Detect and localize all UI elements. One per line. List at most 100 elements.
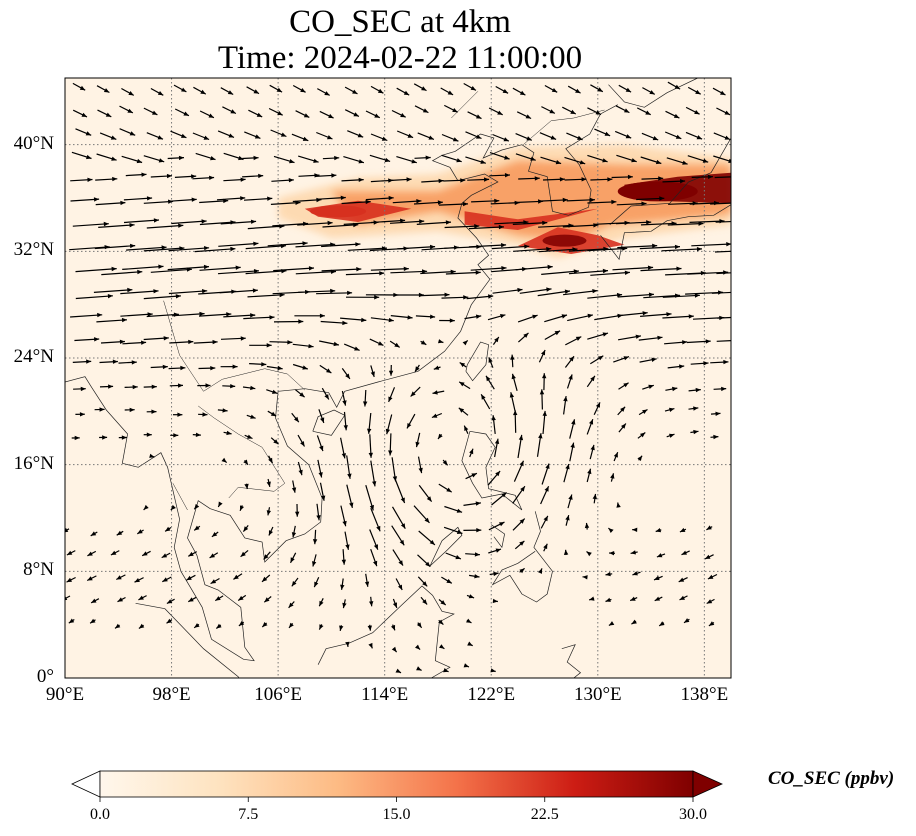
- coastline: [561, 644, 582, 678]
- wind-vector-head: [542, 373, 547, 379]
- wind-vector: [563, 290, 598, 296]
- wind-vector-head: [708, 621, 715, 626]
- wind-vector-head: [388, 370, 394, 376]
- wind-vector-head: [358, 159, 364, 164]
- wind-vector-head: [542, 220, 548, 226]
- wind-vector: [171, 220, 207, 225]
- wind-vector-head: [655, 528, 662, 533]
- wind-vector-head: [438, 619, 444, 625]
- wind-vector-head: [119, 339, 125, 344]
- wind-vector-head: [298, 319, 304, 324]
- wind-vector-head: [519, 540, 525, 546]
- wind-vector-head: [210, 366, 216, 371]
- wind-vector-head: [138, 595, 144, 600]
- wind-vector-head: [250, 414, 256, 419]
- wind-vector-head: [300, 88, 306, 93]
- wind-vector-head: [575, 88, 581, 94]
- wind-vector-head: [676, 266, 682, 271]
- wind-vector: [120, 313, 153, 317]
- wind-vector-head: [587, 313, 593, 319]
- wind-vector-head: [642, 409, 648, 414]
- wind-vector: [172, 313, 205, 317]
- wind-vector-head: [107, 294, 113, 299]
- wind-vector-head: [137, 529, 143, 534]
- wind-vector-head: [342, 320, 348, 326]
- wind-vector-head: [694, 293, 700, 298]
- wind-vector-head: [165, 526, 171, 532]
- colorbar-tick-label: 15.0: [382, 806, 411, 823]
- wind-vector-head: [425, 561, 431, 567]
- wind-vector-head: [630, 596, 636, 601]
- wind-vector-head: [602, 268, 608, 274]
- wind-vector: [492, 288, 523, 294]
- wind-vector-head: [605, 571, 611, 577]
- wind-vector-head: [149, 453, 155, 458]
- wind-vector-head: [313, 158, 319, 163]
- wind-vector: [687, 271, 729, 275]
- wind-vector: [93, 289, 133, 293]
- wind-vector-head: [495, 548, 501, 553]
- wind-vector-head: [623, 356, 629, 361]
- wind-vector-head: [400, 523, 406, 529]
- wind-vector-head: [319, 445, 324, 452]
- wind-vector-head: [252, 288, 258, 293]
- wind-vector-head: [288, 602, 294, 608]
- wind-vector: [562, 224, 599, 228]
- wind-vector-head: [609, 551, 615, 556]
- lat-tick-label: 40°N: [13, 132, 54, 154]
- wind-vector-head: [703, 361, 709, 366]
- wind-vector-head: [616, 292, 623, 298]
- wind-vector-head: [456, 529, 463, 534]
- wind-vector-head: [289, 159, 295, 164]
- wind-vector-head: [555, 160, 562, 165]
- wind-vector: [194, 248, 236, 253]
- wind-vector-head: [562, 197, 568, 203]
- wind-vector-head: [65, 528, 69, 533]
- wind-vector-head: [199, 311, 205, 317]
- wind-vector-head: [693, 429, 699, 435]
- lat-tick-label: 8°N: [23, 559, 54, 581]
- coastline: [600, 204, 731, 261]
- lon-tick-label: 114°E: [361, 684, 409, 705]
- wind-vector-head: [110, 135, 117, 140]
- wind-vector-head: [308, 266, 314, 271]
- wind-vector-head: [79, 412, 85, 417]
- wind-vector-head: [398, 584, 403, 590]
- wind-vector-head: [694, 110, 700, 115]
- wind-vector: [247, 225, 285, 230]
- wind-vector-head: [316, 515, 321, 521]
- wind-vector: [513, 248, 552, 252]
- wind-vector-head: [559, 177, 565, 182]
- wind-vector: [639, 246, 681, 250]
- wind-vector-head: [530, 156, 536, 161]
- wind-vector: [711, 291, 731, 294]
- wind-vector: [716, 340, 731, 342]
- wind-vector-head: [462, 340, 468, 346]
- wind-vector-head: [406, 177, 412, 182]
- wind-vector-head: [367, 625, 372, 631]
- wind-vector-head: [440, 600, 446, 605]
- wind-vector-head: [426, 496, 432, 502]
- wind-vector-head: [640, 432, 646, 438]
- wind-vector: [243, 316, 275, 320]
- border-line: [163, 300, 305, 392]
- wind-vector-head: [80, 386, 86, 392]
- coastline: [312, 409, 346, 436]
- wind-vector-head: [324, 394, 329, 400]
- wind-vector-head: [269, 315, 275, 320]
- wind-vector-head: [68, 618, 75, 624]
- wind-vector-head: [425, 155, 431, 160]
- wind-vector-head: [610, 473, 615, 479]
- wind-vector-head: [374, 113, 380, 118]
- wind-vector: [247, 294, 285, 298]
- wind-vector-head: [659, 196, 665, 201]
- wind-vector-head: [573, 269, 579, 274]
- wind-vector-head: [420, 340, 427, 345]
- wind-vector-head: [666, 312, 672, 317]
- wind-vector-head: [137, 269, 143, 275]
- wind-vector-head: [407, 423, 412, 429]
- wind-vector-head: [202, 412, 208, 417]
- wind-vector-head: [597, 355, 604, 361]
- wind-vector-head: [121, 435, 127, 440]
- wind-vector-head: [254, 134, 261, 139]
